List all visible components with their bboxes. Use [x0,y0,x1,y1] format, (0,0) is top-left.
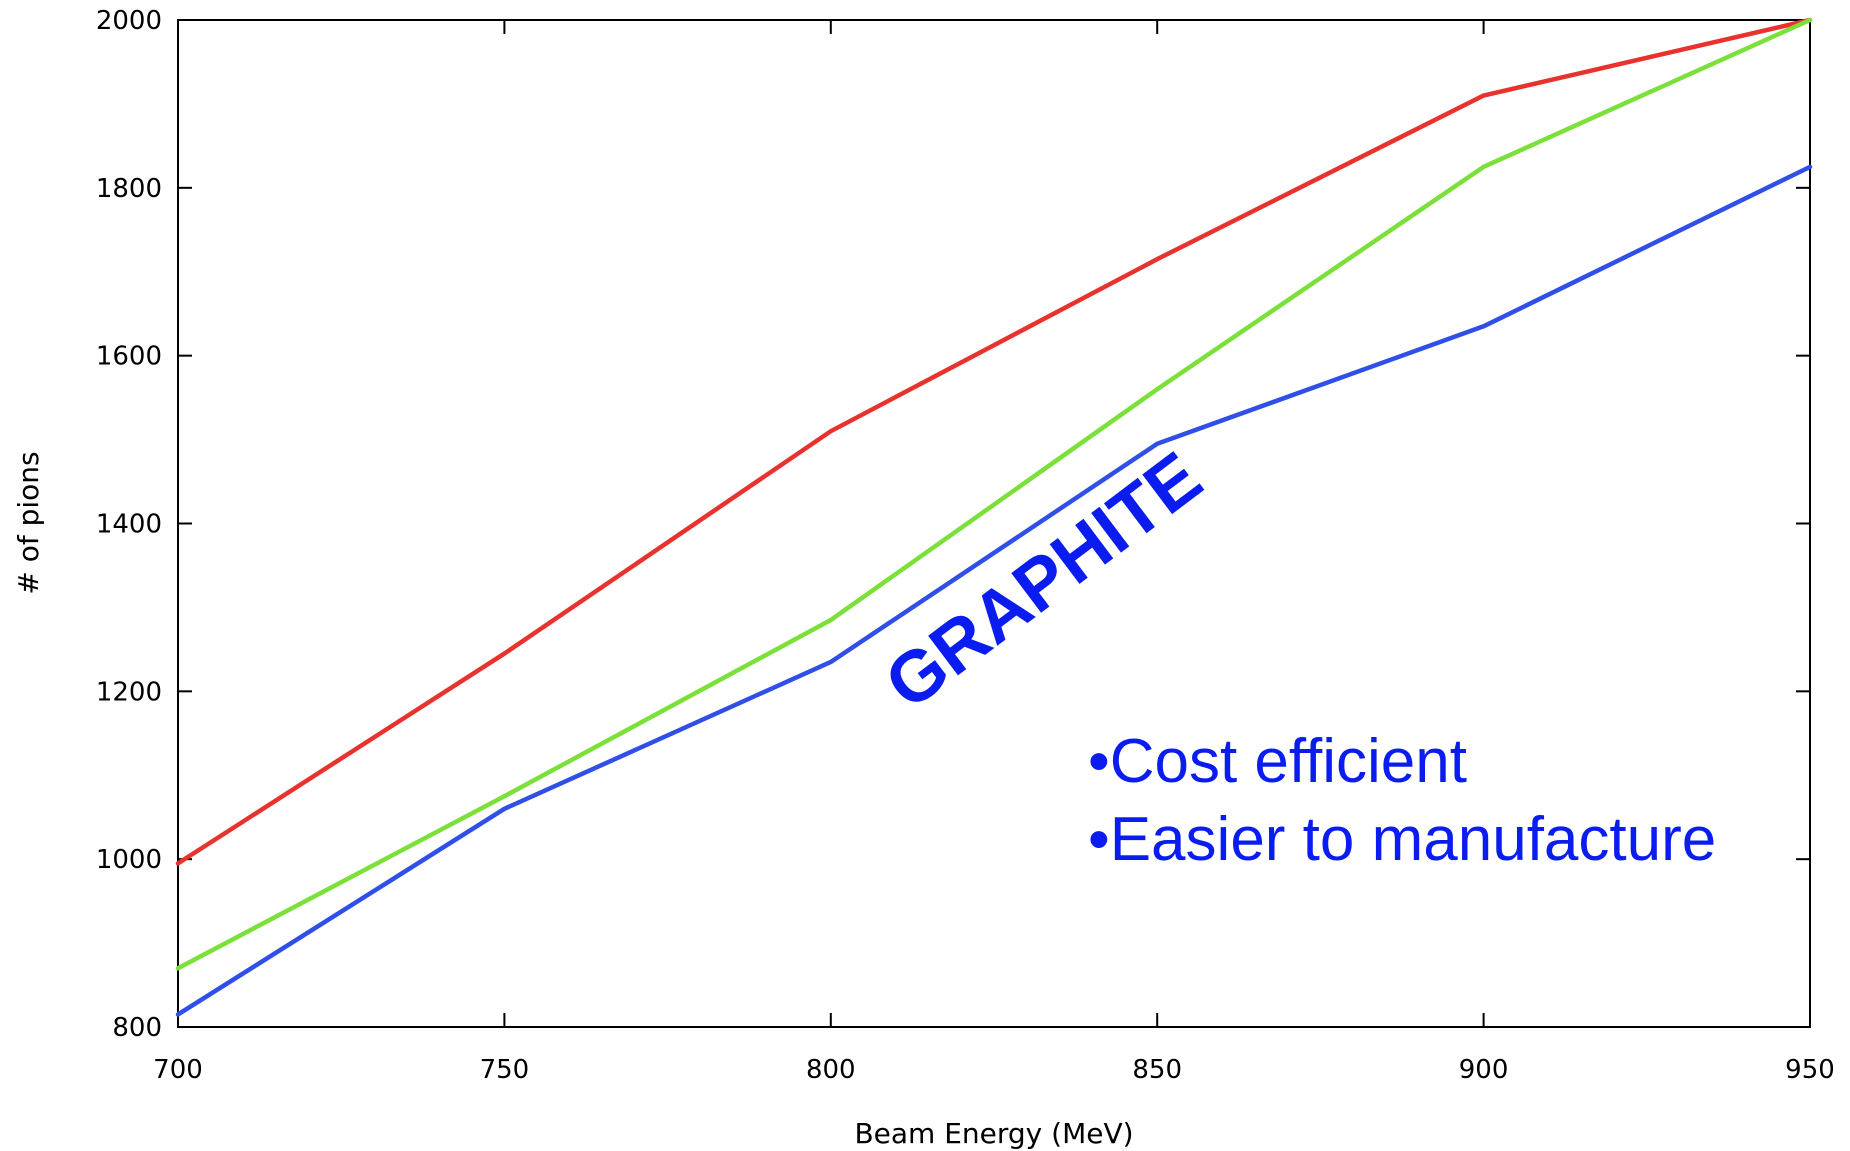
x-axis-ticks: 700 750 800 850 900 950 [153,20,1835,1085]
x-tick-label: 800 [806,1055,856,1085]
series-layer [175,17,1813,1017]
y-tick-label: 1600 [96,342,162,372]
bullet-easier-to-manufacture: •Easier to manufacture [1088,805,1716,874]
y-tick-label: 1200 [96,677,162,707]
x-tick-label: 900 [1459,1055,1509,1085]
x-axis-label: Beam Energy (MeV) [854,1117,1133,1150]
x-tick-label: 700 [153,1055,203,1085]
y-tick-label: 1400 [96,510,162,540]
series-line-3 [175,164,1813,1017]
y-axis-label: # of pions [12,451,45,594]
graphite-annotation: GRAPHITE [871,437,1216,725]
y-tick-label: 1800 [96,174,162,204]
y-tick-label: 2000 [96,6,162,36]
series-line-2 [175,17,1813,971]
bullet-cost-efficient: •Cost efficient [1088,727,1467,796]
x-tick-label: 750 [480,1055,530,1085]
x-tick-label: 850 [1132,1055,1182,1085]
y-axis-ticks: 800 1000 1200 1400 1600 1800 2000 [96,6,1810,1043]
y-tick-label: 800 [112,1013,162,1043]
series-line-1 [175,17,1813,866]
x-tick-label: 950 [1785,1055,1835,1085]
y-tick-label: 1000 [96,845,162,875]
plot-frame [177,19,1811,1028]
